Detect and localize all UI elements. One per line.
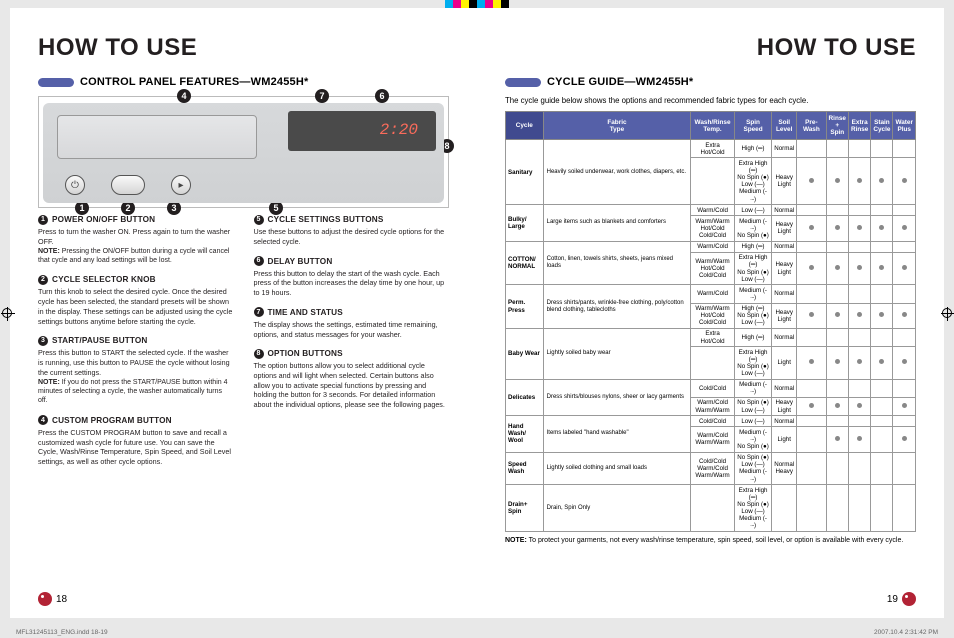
feature-item: 7TIME AND STATUSThe display shows the se… [254,307,450,340]
table-row: DelicatesDress shirts/blouses nylons, sh… [506,379,916,397]
page-header-left: HOW TO USE [38,34,449,62]
panel-illustration: 2:20 ⏻ ▸ [43,103,444,203]
callout-5: 5 [269,201,283,215]
section-pill [505,78,541,87]
feature-item: 5CYCLE SETTINGS BUTTONSUse these buttons… [254,214,450,247]
feature-col-right: 5CYCLE SETTINGS BUTTONSUse these buttons… [254,214,450,476]
callout-7: 7 [315,89,329,103]
control-panel-diagram: 4 7 6 8 1 2 3 5 2:20 ⏻ ▸ [38,96,449,208]
page-number-left: 18 [38,592,67,606]
feature-item: 8OPTION BUTTONSThe option buttons allow … [254,348,450,410]
cycle-dial [57,115,257,159]
callout-2: 2 [121,201,135,215]
table-row: SanitaryHeavily soiled underwear, work c… [506,140,916,158]
table-header-row: CycleFabricTypeWash/RinseTemp.SpinSpeedS… [506,112,916,140]
section-title-left: CONTROL PANEL FEATURES—WM2455H* [80,76,308,88]
cycle-guide-table: CycleFabricTypeWash/RinseTemp.SpinSpeedS… [505,111,916,532]
table-row: Bulky/LargeLarge items such as blankets … [506,205,916,216]
print-footer: MFL31245113_ENG.indd 18-19 2007.10.4 2:3… [16,629,938,636]
table-row: Drain+SpinDrain, Spin OnlyExtra High (═)… [506,485,916,532]
page-right: HOW TO USE CYCLE GUIDE—WM2455H* The cycl… [477,8,944,618]
display-readout: 2:20 [380,121,418,139]
table-row: COTTON/NORMALCotton, linen, towels shirt… [506,241,916,252]
color-registration-bar [445,0,509,8]
section-title-right: CYCLE GUIDE—WM2455H* [547,76,693,88]
callout-1: 1 [75,201,89,215]
section-pill [38,78,74,87]
section-bar-right: CYCLE GUIDE—WM2455H* [505,76,916,88]
table-body: SanitaryHeavily soiled underwear, work c… [506,140,916,532]
play-pause-icon: ▸ [171,175,191,195]
footer-file: MFL31245113_ENG.indd 18-19 [16,629,108,636]
table-row: Perm. PressDress shirts/pants, wrinkle-f… [506,285,916,303]
table-row: Baby WearLightly soiled baby wearExtra H… [506,328,916,346]
page-header-right: HOW TO USE [505,34,916,62]
panel-buttons: ⏻ ▸ [65,175,191,195]
feature-item: 1POWER ON/OFF BUTTONPress to turn the wa… [38,214,234,265]
section-bar-left: CONTROL PANEL FEATURES—WM2455H* [38,76,449,88]
table-row: SpeedWashLightly soiled clothing and sma… [506,452,916,485]
feature-item: 3START/PAUSE BUTTONPress this button to … [38,335,234,406]
feature-item: 6DELAY BUTTONPress this button to delay … [254,256,450,298]
callout-4: 4 [177,89,191,103]
feature-item: 2CYCLE SELECTOR KNOBTurn this knob to se… [38,274,234,326]
panel-display: 2:20 [288,111,436,151]
feature-item: 4CUSTOM PROGRAM BUTTONPress the CUSTOM P… [38,415,234,467]
manual-spread: HOW TO USE CONTROL PANEL FEATURES—WM2455… [10,8,944,618]
table-footnote: NOTE: NOTE: To protect your garments, no… [505,537,916,544]
lg-logo-icon [902,592,916,606]
selector-knob [111,175,145,195]
page-number-right: 19 [887,592,916,606]
page-left: HOW TO USE CONTROL PANEL FEATURES—WM2455… [10,8,477,618]
table-row: Hand Wash/WoolItems labeled "hand washab… [506,416,916,427]
callout-6: 6 [375,89,389,103]
power-icon: ⏻ [65,175,85,195]
footer-date: 2007.10.4 2:31:42 PM [874,629,938,636]
feature-descriptions: 1POWER ON/OFF BUTTONPress to turn the wa… [38,214,449,476]
guide-intro: The cycle guide below shows the options … [505,96,916,105]
lg-logo-icon [38,592,52,606]
feature-col-left: 1POWER ON/OFF BUTTONPress to turn the wa… [38,214,234,476]
callout-3: 3 [167,201,181,215]
